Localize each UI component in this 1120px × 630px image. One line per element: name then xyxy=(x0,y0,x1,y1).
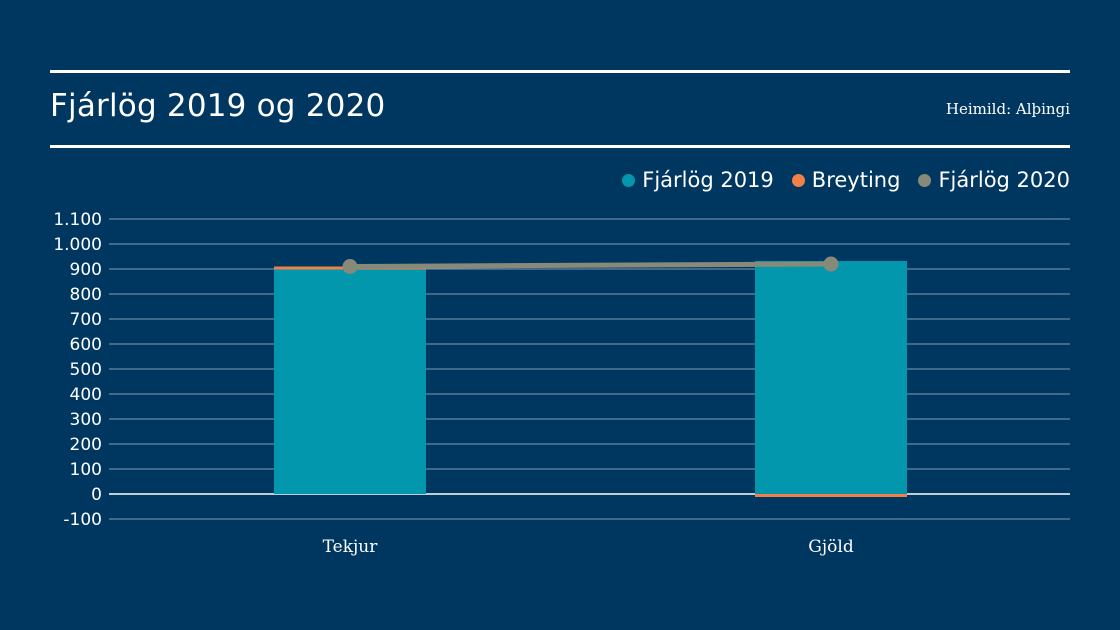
gridlines xyxy=(109,218,1070,520)
legend-label-fjarlog-2019: Fjárlög 2019 xyxy=(642,168,774,192)
header-rule-bottom xyxy=(50,145,1070,148)
bar-fjarlog-2019 xyxy=(755,261,907,494)
chart-title: Fjárlög 2019 og 2020 xyxy=(50,88,386,124)
y-tick-label: 500 xyxy=(70,360,102,380)
legend-label-breyting: Breyting xyxy=(811,168,901,192)
x-axis: Tekjur Gjöld xyxy=(323,537,854,557)
y-tick-label: 600 xyxy=(70,335,102,355)
x-category-label: Tekjur xyxy=(323,537,379,557)
line-fjarlog-2020 xyxy=(349,261,832,269)
legend-label-fjarlog-2020: Fjárlög 2020 xyxy=(938,168,1070,192)
y-tick-label: 0 xyxy=(91,485,102,505)
bar-breyting xyxy=(755,494,907,497)
legend: Fjárlög 2019 Breyting Fjárlög 2020 xyxy=(604,168,1070,192)
legend-item-fjarlog-2020: Fjárlög 2020 xyxy=(918,168,1070,192)
bars xyxy=(274,261,907,497)
y-tick-label: -100 xyxy=(63,510,102,530)
legend-marker-breyting xyxy=(791,173,805,187)
y-tick-label: 100 xyxy=(70,460,102,480)
line-series xyxy=(342,256,839,274)
y-tick-label: 400 xyxy=(70,385,102,405)
legend-item-fjarlog-2019: Fjárlög 2019 xyxy=(622,168,774,192)
y-tick-label: 800 xyxy=(70,285,102,305)
y-axis: 1.100 1.000 900 800 700 600 500 400 300 200 100 0 -1… xyxy=(53,210,102,530)
y-tick-label: 1.100 xyxy=(53,210,102,230)
y-tick-label: 200 xyxy=(70,435,102,455)
x-category-label: Gjöld xyxy=(808,537,854,557)
header-rule-top xyxy=(50,70,1070,73)
y-tick-label: 900 xyxy=(70,260,102,280)
y-tick-label: 300 xyxy=(70,410,102,430)
bar-fjarlog-2019 xyxy=(274,269,426,494)
y-tick-label: 700 xyxy=(70,310,102,330)
legend-marker-fjarlog-2020 xyxy=(918,173,932,187)
point-fjarlog-2020 xyxy=(342,259,358,274)
legend-marker-fjarlog-2019 xyxy=(622,173,636,187)
legend-item-breyting: Breyting xyxy=(791,168,901,192)
y-tick-label: 1.000 xyxy=(53,235,102,255)
point-fjarlog-2020 xyxy=(823,256,839,272)
source-note: Heimild: Alþingi xyxy=(945,100,1070,118)
